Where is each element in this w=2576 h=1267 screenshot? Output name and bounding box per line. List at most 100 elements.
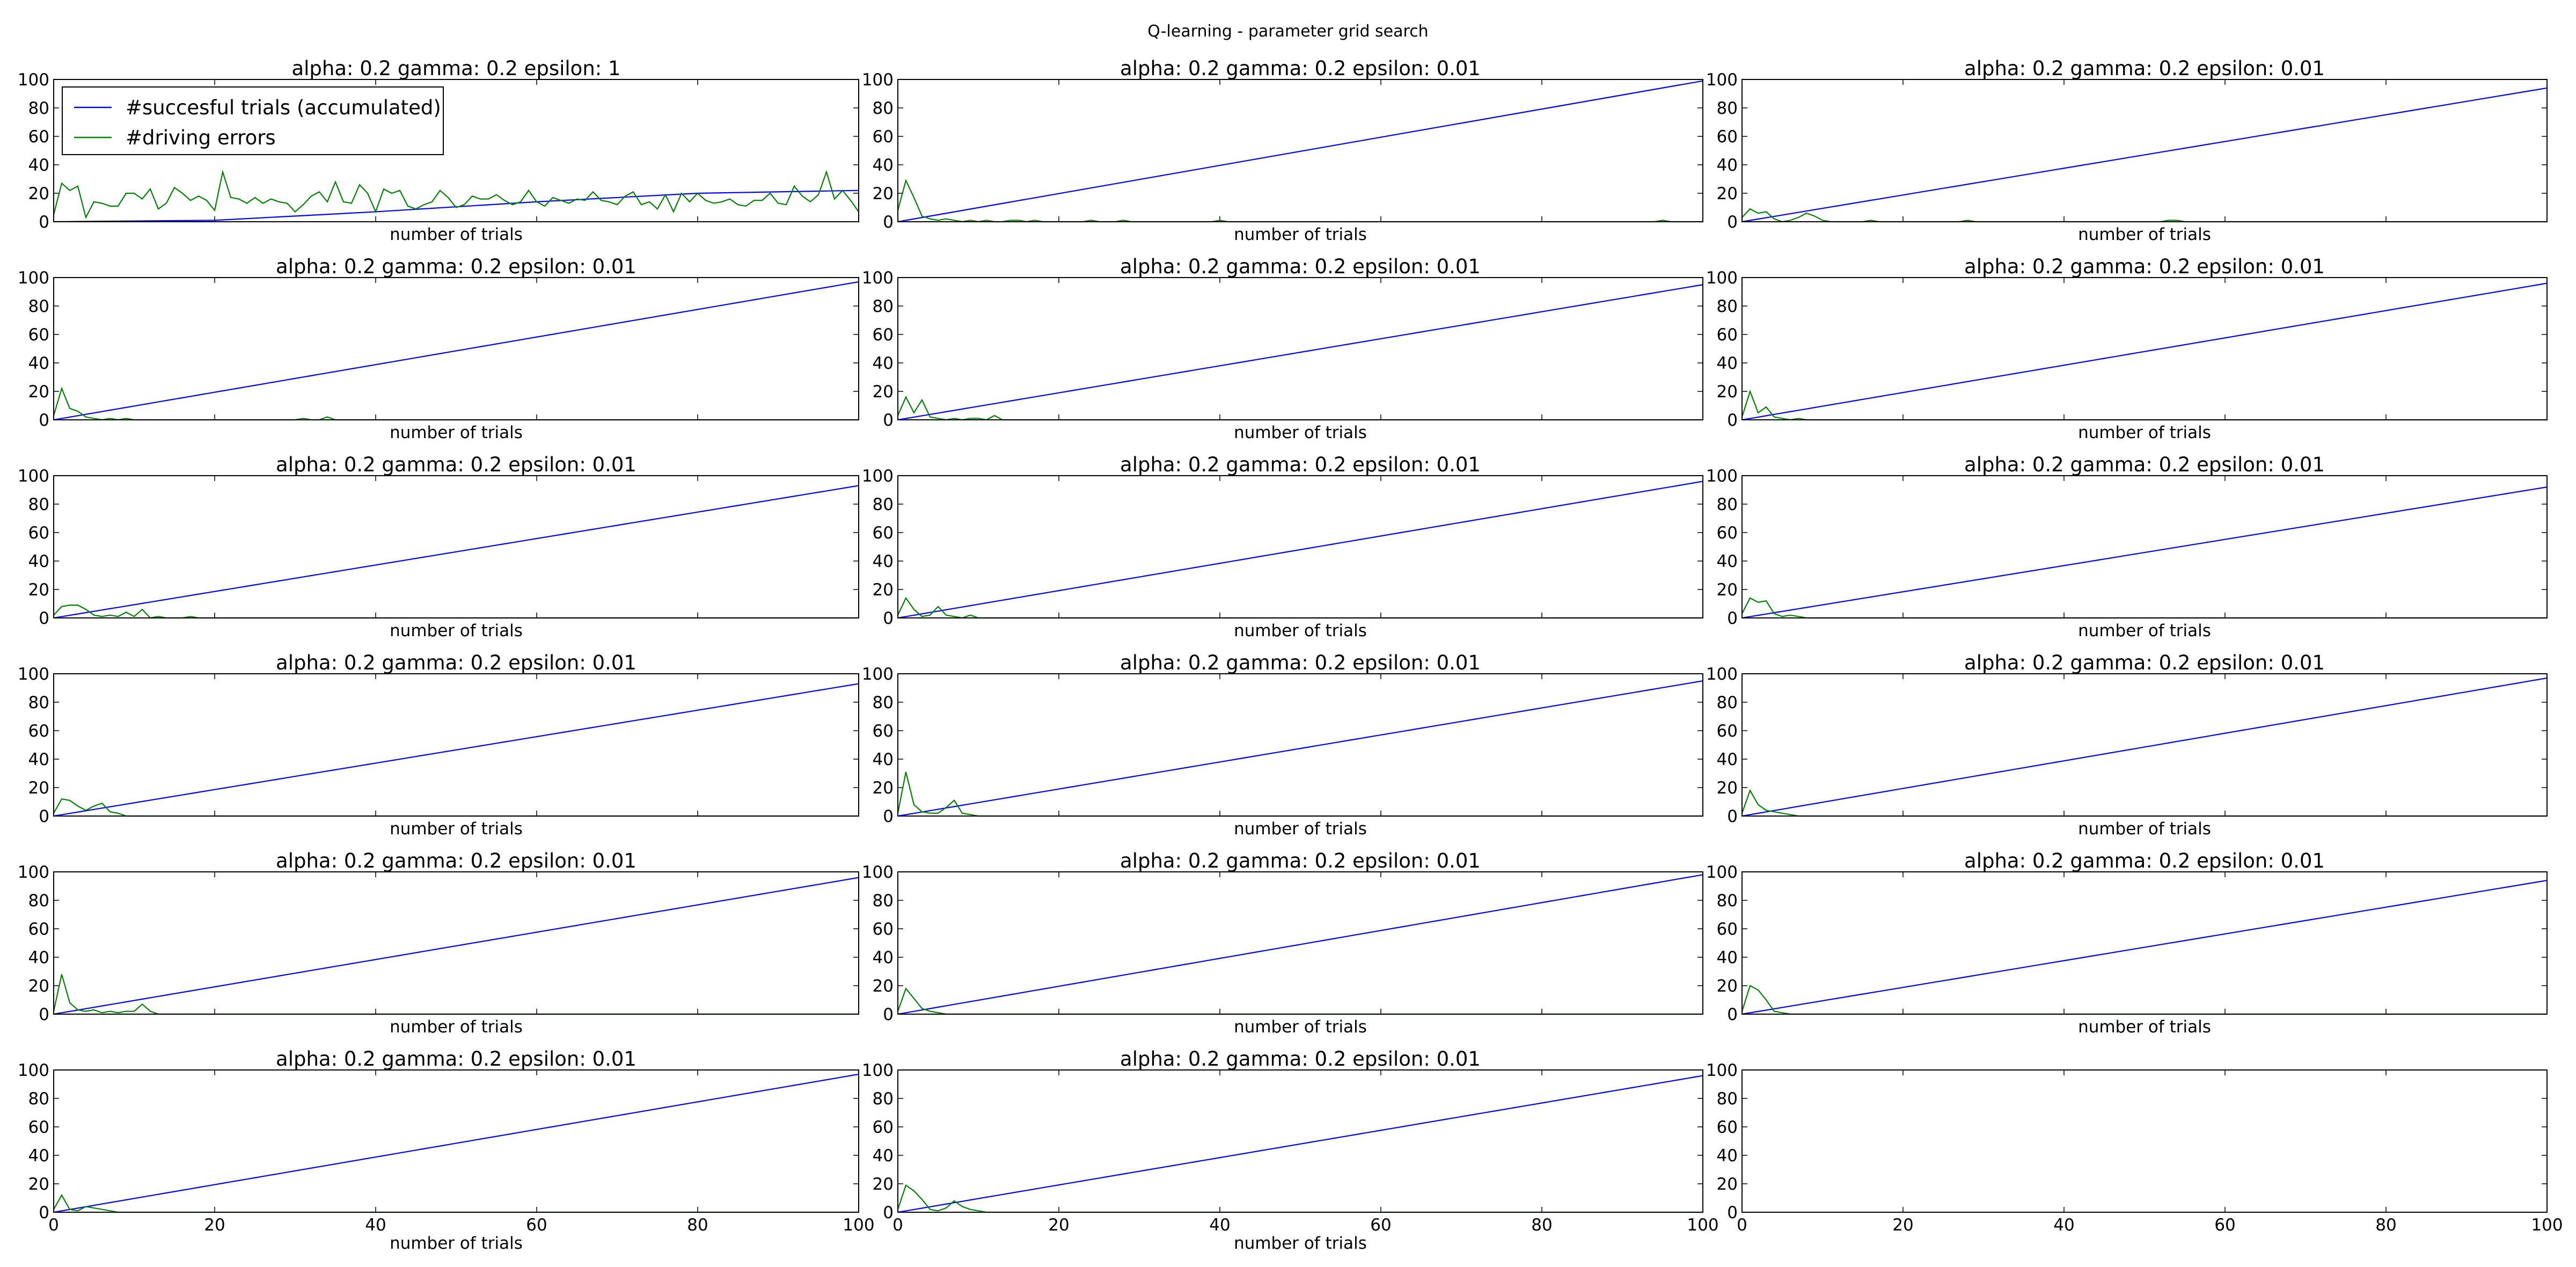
subplot-title: alpha: 0.2 gamma: 0.2 epsilon: 0.01 xyxy=(276,849,636,872)
y-tick-label: 40 xyxy=(28,1146,49,1166)
subplot-15: alpha: 0.2 gamma: 0.2 epsilon: 0.01 0 20 40… xyxy=(1706,849,2548,1037)
y-tick-label: 80 xyxy=(28,1089,49,1109)
subplot-11: alpha: 0.2 gamma: 0.2 epsilon: 0.01 0 20 40… xyxy=(862,651,1703,839)
subplot-title: alpha: 0.2 gamma: 0.2 epsilon: 0.01 xyxy=(1120,453,1481,476)
subplot-title: alpha: 0.2 gamma: 0.2 epsilon: 1 xyxy=(291,57,620,80)
y-tick-label: 20 xyxy=(873,1175,894,1194)
y-tick-label: 100 xyxy=(18,665,49,684)
subplot-title: alpha: 0.2 gamma: 0.2 epsilon: 0.01 xyxy=(276,453,636,476)
x-tick-label: 100 xyxy=(843,1215,874,1235)
subplot-5: alpha: 0.2 gamma: 0.2 epsilon: 0.01 0 20 40… xyxy=(862,255,1703,442)
subplot-title: alpha: 0.2 gamma: 0.2 epsilon: 0.01 xyxy=(1964,255,2325,278)
y-tick-label: 40 xyxy=(873,750,894,769)
plot-frame xyxy=(1741,475,2548,618)
x-axis-label: number of trials xyxy=(2078,1017,2211,1037)
y-tick-label: 100 xyxy=(862,467,894,486)
y-tick-label: 20 xyxy=(28,184,49,203)
y-tick-label: 0 xyxy=(1727,213,1738,232)
x-axis-label: number of trials xyxy=(2078,621,2211,640)
y-tick-label: 60 xyxy=(873,1118,894,1137)
y-tick-label: 0 xyxy=(1727,1203,1738,1222)
y-tick-label: 60 xyxy=(873,920,894,939)
y-tick-label: 60 xyxy=(1717,920,1738,939)
y-tick-label: 80 xyxy=(28,693,49,712)
plot-frame xyxy=(897,277,1703,420)
y-tick-label: 40 xyxy=(873,156,894,175)
x-axis-label: number of trials xyxy=(2078,225,2211,244)
series-succesful-trials-line xyxy=(1741,87,2548,223)
x-axis-label: number of trials xyxy=(1234,621,1367,640)
y-tick-label: 80 xyxy=(1717,99,1738,118)
y-tick-label: 0 xyxy=(1727,1005,1738,1024)
plot-frame xyxy=(897,673,1703,817)
y-tick-label: 20 xyxy=(28,382,49,402)
y-tick-label: 20 xyxy=(1717,977,1738,996)
x-tick-label: 60 xyxy=(2214,1215,2235,1235)
x-tick-label: 40 xyxy=(365,1215,386,1235)
subplot-18: 0 20 40 60 80 100 0 20 40 60 80 100 xyxy=(1706,1061,2563,1235)
y-tick-label: 40 xyxy=(1717,156,1738,175)
y-tick-label: 80 xyxy=(1717,1089,1738,1109)
x-axis-label: number of trials xyxy=(1234,225,1367,244)
subplot-4: alpha: 0.2 gamma: 0.2 epsilon: 0.01 0 20 40… xyxy=(18,255,859,442)
legend-box xyxy=(62,86,444,155)
x-tick-label: 80 xyxy=(687,1215,708,1235)
subplot-title: alpha: 0.2 gamma: 0.2 epsilon: 0.01 xyxy=(1120,651,1481,674)
subplot-3: alpha: 0.2 gamma: 0.2 epsilon: 0.01 0 20 40… xyxy=(1706,57,2548,244)
y-tick-label: 60 xyxy=(873,722,894,741)
plot-frame xyxy=(53,1069,859,1213)
y-tick-label: 80 xyxy=(1717,891,1738,911)
x-tick-label: 20 xyxy=(1048,1215,1069,1235)
x-axis-label: number of trials xyxy=(1234,819,1367,839)
y-tick-label: 20 xyxy=(1717,184,1738,203)
series-driving-errors-line xyxy=(53,387,859,421)
y-tick-label: 20 xyxy=(1717,580,1738,600)
y-tick-label: 100 xyxy=(18,70,49,90)
y-tick-label: 100 xyxy=(1706,863,1738,882)
y-tick-label: 0 xyxy=(39,213,49,232)
subplot-title: alpha: 0.2 gamma: 0.2 epsilon: 0.01 xyxy=(1964,849,2325,872)
series-succesful-trials-line xyxy=(897,284,1703,421)
series-succesful-trials-line xyxy=(897,874,1703,1015)
y-tick-label: 80 xyxy=(873,891,894,911)
series-succesful-trials-line xyxy=(897,1075,1703,1213)
y-tick-label: 40 xyxy=(1717,354,1738,373)
subplot-17: alpha: 0.2 gamma: 0.2 epsilon: 0.01 0 20 40… xyxy=(862,1047,1719,1253)
y-tick-label: 80 xyxy=(873,693,894,712)
plot-frame xyxy=(53,79,859,222)
y-tick-label: 40 xyxy=(1717,552,1738,571)
subplot-8: alpha: 0.2 gamma: 0.2 epsilon: 0.01 0 20 40… xyxy=(862,453,1703,640)
legend: #succesful trials (accumulated) #driving … xyxy=(62,86,444,155)
series-driving-errors-line xyxy=(1741,789,2547,817)
y-tick-label: 100 xyxy=(862,70,894,90)
series-driving-errors-line xyxy=(1741,208,2547,223)
x-axis-label: number of trials xyxy=(390,1017,523,1037)
y-tick-label: 0 xyxy=(1727,807,1738,826)
series-driving-errors-line xyxy=(897,771,1703,817)
y-tick-label: 40 xyxy=(28,354,49,373)
subplot-title: alpha: 0.2 gamma: 0.2 epsilon: 0.01 xyxy=(1964,57,2325,80)
y-tick-label: 100 xyxy=(1706,467,1738,486)
x-tick-label: 0 xyxy=(892,1215,903,1235)
series-succesful-trials-line xyxy=(53,1073,859,1213)
subplot-7: alpha: 0.2 gamma: 0.2 epsilon: 0.01 0 20 40… xyxy=(18,453,859,640)
x-axis-label: number of trials xyxy=(1234,1017,1367,1037)
series-succesful-trials-line xyxy=(897,480,1703,619)
y-tick-label: 80 xyxy=(1717,693,1738,712)
y-tick-label: 20 xyxy=(28,1175,49,1194)
y-tick-label: 60 xyxy=(873,523,894,543)
subplot-title: alpha: 0.2 gamma: 0.2 epsilon: 0.01 xyxy=(1964,453,2325,476)
plot-frame xyxy=(1741,79,2548,222)
y-tick-label: 0 xyxy=(883,1203,894,1222)
x-axis-label: number of trials xyxy=(390,1234,523,1253)
subplot-6: alpha: 0.2 gamma: 0.2 epsilon: 0.01 0 20 40… xyxy=(1706,255,2548,442)
series-succesful-trials-line xyxy=(1741,677,2548,817)
series-driving-errors-line xyxy=(53,605,859,619)
plot-frame xyxy=(53,277,859,420)
y-tick-label: 0 xyxy=(1727,411,1738,430)
x-axis-label: number of trials xyxy=(390,225,523,244)
x-tick-label: 100 xyxy=(1687,1215,1718,1235)
plot-frame xyxy=(53,475,859,618)
x-tick-label: 40 xyxy=(2053,1215,2074,1235)
